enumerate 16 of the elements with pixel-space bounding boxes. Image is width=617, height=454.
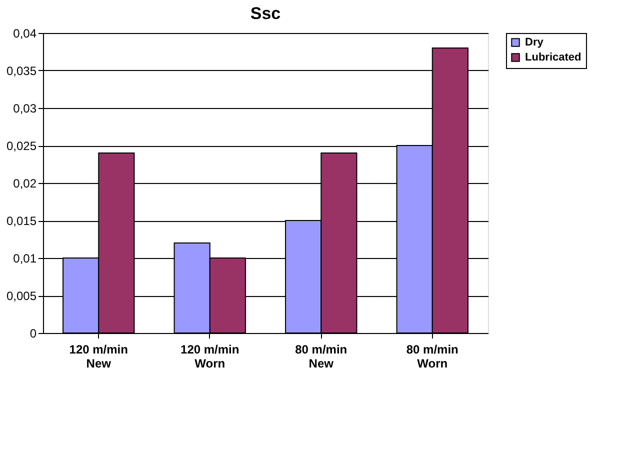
legend-label: Dry <box>525 36 544 48</box>
y-tick-label: 0,025 <box>6 139 37 153</box>
y-tick-label: 0,03 <box>13 102 37 116</box>
x-tick-label: 80 m/min Worn <box>406 342 458 370</box>
x-tick-label: 120 m/min Worn <box>180 342 240 370</box>
x-tick-label: 120 m/min New <box>69 342 128 370</box>
legend-label: Lubricated <box>525 52 582 64</box>
y-tick-label: 0,035 <box>6 64 37 78</box>
y-tick-label: 0,015 <box>6 214 37 228</box>
y-tick-label: 0,02 <box>13 176 37 190</box>
x-tick-label: 80 m/min New <box>295 342 348 370</box>
chart-title: Ssc <box>250 4 281 23</box>
y-tick-label: 0,01 <box>13 252 37 266</box>
y-tick-label: 0,005 <box>6 289 37 303</box>
y-tick-label: 0,04 <box>13 26 37 40</box>
y-tick-label: 0 <box>30 326 37 340</box>
